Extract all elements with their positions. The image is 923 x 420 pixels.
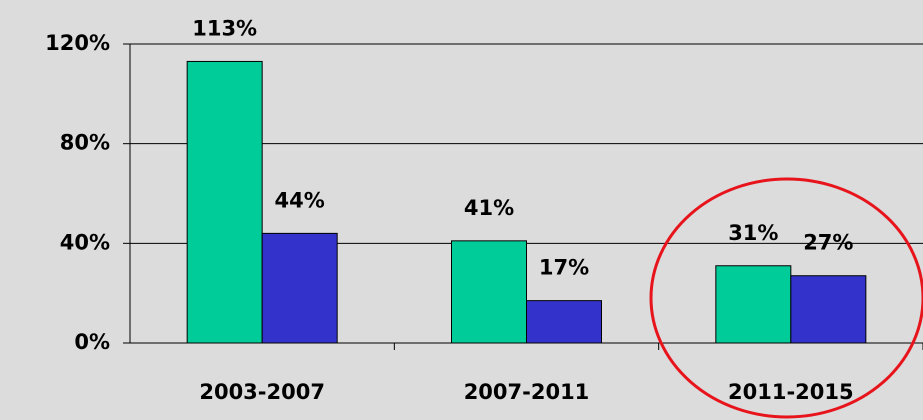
- bar: [790, 275, 867, 344]
- bar: [451, 240, 527, 344]
- bar: [261, 232, 338, 344]
- highlight-ellipse: [649, 177, 923, 419]
- value-label: 17%: [539, 256, 589, 280]
- value-label: 113%: [192, 16, 257, 40]
- value-label: 27%: [803, 231, 853, 255]
- bar: [715, 265, 792, 344]
- y-tick-label: 80%: [60, 131, 110, 155]
- x-tick-label: 2003-2007: [199, 380, 325, 404]
- bar: [526, 300, 602, 344]
- y-tick-label: 120%: [45, 31, 110, 55]
- bar: [186, 60, 263, 344]
- y-tick-label: 40%: [60, 230, 110, 254]
- value-label: 41%: [464, 196, 514, 220]
- y-tick-label: 0%: [74, 330, 110, 354]
- x-tick-label: 2011-2015: [728, 380, 854, 404]
- x-tick-label: 2007-2011: [464, 380, 590, 404]
- value-label: 31%: [728, 221, 778, 245]
- value-label: 44%: [275, 188, 325, 212]
